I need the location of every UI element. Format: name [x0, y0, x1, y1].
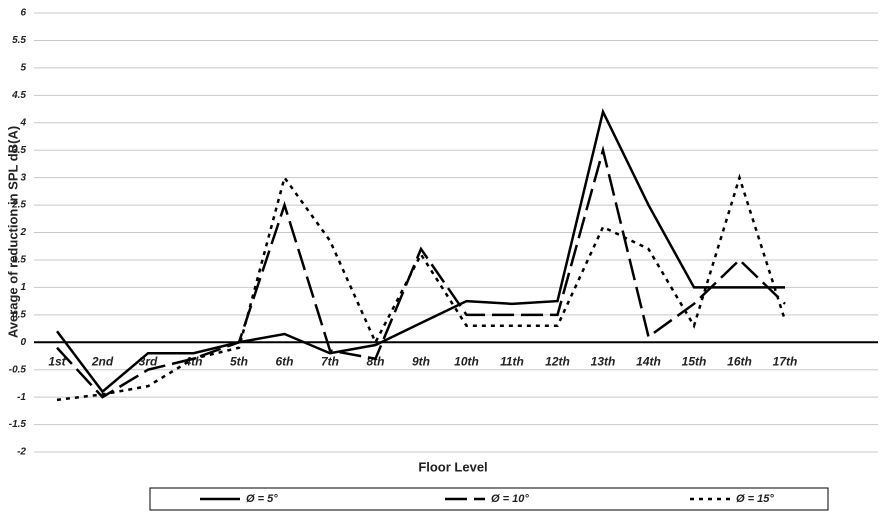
- x-tick-label: 11th: [500, 354, 524, 368]
- y-tick-label: 1: [20, 282, 26, 293]
- legend-label: Ø = 10°: [491, 493, 529, 505]
- y-tick-label: -1.5: [9, 419, 27, 430]
- y-tick-label: 0: [20, 337, 26, 348]
- x-tick-label: 15th: [682, 354, 707, 368]
- y-tick-label: 2: [19, 227, 26, 238]
- y-tick-label: 5.5: [12, 35, 26, 46]
- legend-label: Ø = 15°: [736, 493, 774, 505]
- y-tick-label: -1: [17, 392, 26, 403]
- data-line: [56, 108, 785, 394]
- data-line: [56, 145, 786, 399]
- y-tick-label: 2.5: [11, 200, 26, 211]
- data-line: [56, 173, 787, 402]
- x-tick-label: 17th: [773, 354, 798, 368]
- x-tick-label: 13th: [591, 354, 616, 368]
- y-tick-label: 4: [19, 117, 26, 128]
- x-tick-label: 5th: [230, 354, 248, 368]
- x-tick-label: 1st: [48, 354, 66, 368]
- y-tick-label: 5: [20, 63, 26, 74]
- y-tick-label: -0.5: [9, 364, 27, 375]
- legend-box: [149, 487, 829, 511]
- y-tick-label: 3.5: [12, 145, 26, 156]
- x-tick-label: 2nd: [91, 354, 114, 368]
- x-axis-label: Floor Level: [418, 459, 487, 474]
- y-tick-label: 1.5: [12, 255, 26, 266]
- x-tick-label: 9th: [412, 354, 430, 368]
- x-tick-label: 6th: [276, 354, 294, 368]
- y-tick-label: -2: [17, 447, 26, 458]
- x-tick-label: 14th: [636, 354, 661, 368]
- y-tick-label: 6: [20, 8, 26, 19]
- y-tick-label: 0.5: [12, 309, 26, 320]
- x-tick-label: 16th: [727, 354, 752, 368]
- x-tick-label: 4th: [184, 354, 203, 368]
- y-tick-label: 4.5: [11, 90, 26, 101]
- x-tick-label: 7th: [321, 354, 339, 368]
- y-axis-label: Average of reduction in SPL dB(A): [5, 126, 20, 338]
- x-tick-label: 3rd: [139, 354, 158, 368]
- x-tick-label: 10th: [454, 354, 479, 368]
- y-tick-label: 3: [20, 172, 26, 183]
- legend-label: Ø = 5°: [246, 493, 278, 505]
- x-tick-label: 12th: [545, 354, 570, 368]
